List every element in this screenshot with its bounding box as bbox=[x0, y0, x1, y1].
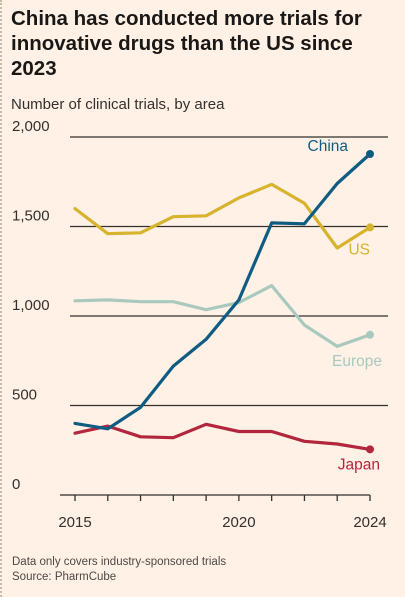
x-tick-label: 2015 bbox=[58, 514, 91, 531]
footnote: Data only covers industry-sponsored tria… bbox=[12, 555, 226, 585]
series-labels: Europe US Japan China bbox=[308, 138, 383, 473]
series-line-japan bbox=[73, 422, 372, 451]
series-label-us: US bbox=[348, 241, 370, 258]
series-end-marker-europe bbox=[366, 330, 374, 339]
y-tick-label: 0 bbox=[12, 476, 20, 493]
series-label-china: China bbox=[308, 138, 349, 155]
y-tick-label: 500 bbox=[12, 387, 37, 404]
source-note: Source: PharmCube bbox=[12, 571, 117, 583]
series-lines bbox=[73, 150, 374, 454]
y-axis-tick-labels: 0 500 1,000 1,500 2,000 bbox=[12, 118, 50, 493]
data-note: Data only covers industry-sponsored tria… bbox=[12, 556, 227, 568]
series-label-japan: Japan bbox=[338, 456, 380, 473]
series-end-marker-japan bbox=[366, 445, 374, 454]
y-tick-label: 1,500 bbox=[12, 208, 50, 225]
x-axis: 2015 2020 2024 bbox=[58, 494, 387, 531]
x-tick-label: 2020 bbox=[222, 514, 255, 531]
series-label-europe: Europe bbox=[332, 353, 382, 370]
chart-subtitle: Number of clinical trials, by area bbox=[11, 96, 225, 113]
series-end-marker-china bbox=[366, 150, 374, 159]
y-tick-label: 1,000 bbox=[12, 297, 50, 314]
gridlines bbox=[70, 136, 388, 407]
y-tick-label: 2,000 bbox=[12, 118, 50, 135]
x-tick-label: 2024 bbox=[353, 514, 386, 531]
series-line-europe bbox=[73, 284, 372, 348]
chart-title: China has conducted more trials for inno… bbox=[11, 7, 362, 80]
series-end-marker-us bbox=[366, 223, 374, 232]
series-line-china bbox=[73, 152, 372, 431]
series-line-us bbox=[73, 182, 372, 250]
